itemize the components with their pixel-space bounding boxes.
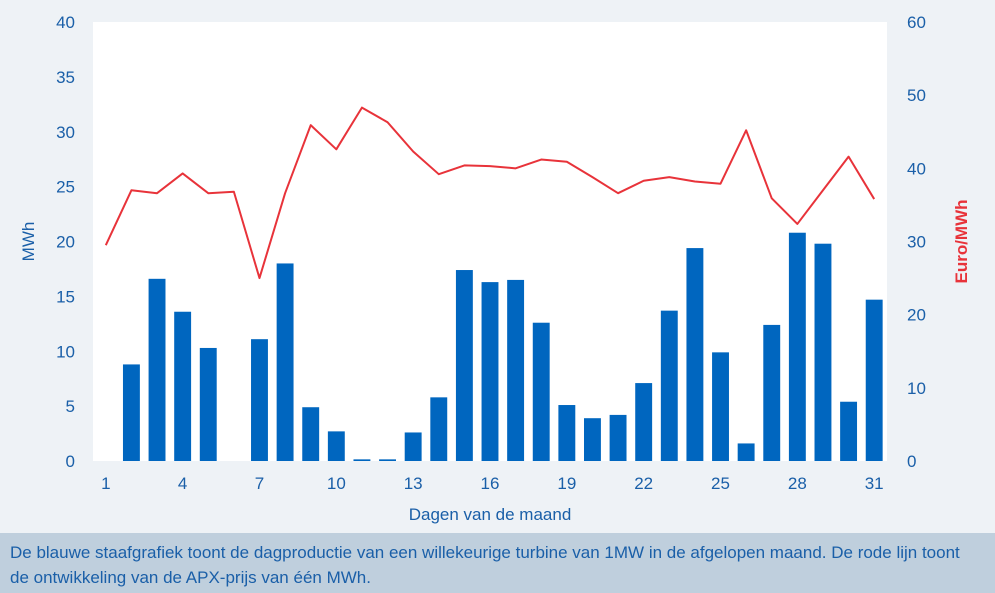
x-tick-label: 19: [557, 474, 576, 493]
chart-svg: 0 5 10 15 20 25 30 35 40 0 10 20 30 40 50 60 1 4 7 10 13 16…: [19, 13, 971, 524]
bar: [763, 324, 781, 461]
left-axis-ticks: 0 5 10 15 20 25 30 35 40: [56, 13, 75, 471]
y2-tick-label: 50: [907, 86, 926, 105]
bar: [712, 352, 729, 461]
bar: [686, 248, 704, 461]
bar: [379, 459, 397, 461]
right-axis-ticks: 0 10 20 30 40 50 60: [907, 13, 926, 471]
bar: [174, 311, 192, 461]
bar: [481, 282, 499, 461]
x-tick-label: 4: [178, 474, 187, 493]
bar: [327, 431, 345, 461]
y-tick-label: 5: [66, 397, 75, 416]
bar: [660, 310, 678, 461]
bar: [583, 418, 601, 461]
y2-tick-label: 60: [907, 13, 926, 32]
bar: [251, 339, 268, 461]
y2-tick-label: 30: [907, 233, 926, 252]
bar: [865, 299, 883, 461]
bar: [122, 364, 140, 461]
bar: [840, 401, 858, 461]
x-tick-label: 7: [255, 474, 264, 493]
y2-tick-label: 40: [907, 159, 926, 178]
price-line: [104, 106, 876, 280]
bar: [609, 414, 627, 461]
bar: [635, 383, 653, 461]
bar: [737, 443, 755, 461]
bar: [507, 279, 525, 461]
bar: [788, 232, 806, 461]
x-tick-label: 31: [865, 474, 884, 493]
y2-axis-label: Euro/MWh: [952, 199, 971, 283]
x-axis-label: Dagen van de maand: [409, 505, 572, 524]
y-tick-label: 15: [56, 287, 75, 306]
y-axis-label: MWh: [19, 222, 38, 262]
y2-tick-label: 10: [907, 379, 926, 398]
y-tick-label: 35: [56, 68, 75, 87]
y2-tick-label: 0: [907, 452, 916, 471]
y-tick-label: 30: [56, 123, 75, 142]
chart: 0 5 10 15 20 25 30 35 40 0 10 20 30 40 50 60 1 4 7 10 13 16…: [19, 13, 971, 524]
bar: [455, 270, 473, 461]
x-tick-label: 16: [481, 474, 500, 493]
x-tick-label: 10: [327, 474, 346, 493]
y-tick-label: 40: [56, 13, 75, 32]
bar: [430, 397, 448, 461]
x-tick-label: 25: [711, 474, 730, 493]
bar: [404, 432, 422, 461]
x-tick-label: 1: [101, 474, 110, 493]
y-tick-label: 25: [56, 178, 75, 197]
x-tick-label: 13: [404, 474, 423, 493]
bar: [302, 407, 320, 461]
y-tick-label: 20: [56, 233, 75, 252]
x-axis-ticks: 1 4 7 10 13 16 19 22 25 28 31: [101, 474, 884, 493]
bar: [199, 347, 217, 461]
bar: [276, 263, 294, 461]
bar: [532, 322, 550, 461]
x-tick-label: 28: [788, 474, 807, 493]
caption-text: De blauwe staafgrafiek toont de dagprodu…: [10, 543, 960, 587]
y-tick-label: 0: [66, 452, 75, 471]
bar-series: [122, 232, 883, 461]
bar: [148, 278, 166, 461]
y-tick-label: 10: [56, 342, 75, 361]
bar: [558, 405, 576, 461]
y2-tick-label: 20: [907, 306, 926, 325]
caption-box: De blauwe staafgrafiek toont de dagprodu…: [0, 533, 995, 593]
bar: [814, 243, 832, 461]
bar: [353, 459, 371, 461]
x-tick-label: 22: [634, 474, 653, 493]
